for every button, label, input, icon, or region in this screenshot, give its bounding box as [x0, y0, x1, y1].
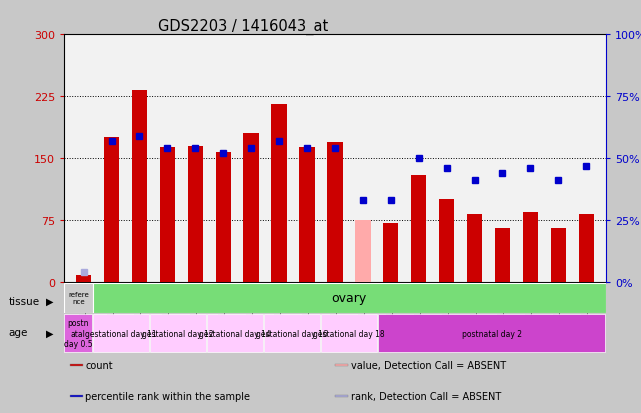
Text: rank, Detection Call = ABSENT: rank, Detection Call = ABSENT: [351, 391, 501, 401]
Bar: [383, 223, 399, 282]
Text: postn
atal
day 0.5: postn atal day 0.5: [64, 318, 93, 348]
Bar: [69, 364, 83, 366]
Bar: [335, 395, 348, 397]
Text: gestational day 11: gestational day 11: [85, 329, 157, 338]
Text: tissue: tissue: [8, 297, 40, 306]
Text: postnatal day 2: postnatal day 2: [462, 329, 522, 338]
Bar: [335, 364, 348, 366]
Text: refere
nce: refere nce: [68, 292, 88, 304]
Bar: [522, 212, 538, 282]
Text: GDS2203 / 1416043_at: GDS2203 / 1416043_at: [158, 19, 329, 35]
Text: ovary: ovary: [331, 292, 367, 304]
Bar: [64, 314, 92, 352]
Bar: [439, 200, 454, 282]
Bar: [69, 395, 83, 397]
Bar: [104, 138, 119, 282]
Bar: [64, 283, 92, 313]
Bar: [244, 134, 259, 282]
Bar: [132, 91, 147, 282]
Bar: [271, 105, 287, 282]
Bar: [150, 314, 206, 352]
Bar: [93, 314, 149, 352]
Bar: [160, 148, 175, 282]
Bar: [207, 314, 263, 352]
Bar: [467, 215, 482, 282]
Text: count: count: [85, 360, 113, 370]
Bar: [215, 152, 231, 282]
Bar: [551, 229, 566, 282]
Text: ▶: ▶: [46, 297, 54, 306]
Bar: [378, 314, 606, 352]
Text: gestational day 18: gestational day 18: [313, 329, 385, 338]
Bar: [495, 229, 510, 282]
Bar: [321, 314, 378, 352]
Bar: [579, 215, 594, 282]
Bar: [76, 276, 91, 282]
Bar: [328, 142, 342, 282]
Bar: [355, 221, 370, 282]
Text: percentile rank within the sample: percentile rank within the sample: [85, 391, 251, 401]
Text: gestational day 14: gestational day 14: [199, 329, 271, 338]
Bar: [188, 146, 203, 282]
Text: value, Detection Call = ABSENT: value, Detection Call = ABSENT: [351, 360, 506, 370]
Bar: [411, 175, 426, 282]
Text: gestational day 16: gestational day 16: [256, 329, 328, 338]
Text: age: age: [8, 328, 28, 337]
Text: ▶: ▶: [46, 328, 54, 337]
Text: gestational day 12: gestational day 12: [142, 329, 214, 338]
Bar: [264, 314, 320, 352]
Bar: [299, 148, 315, 282]
